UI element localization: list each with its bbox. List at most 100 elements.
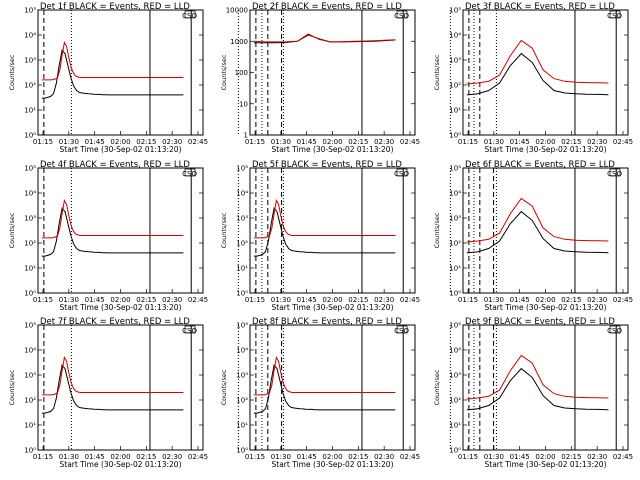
chart-title: Det 5f BLACK = Events, RED = LLD [252,160,402,170]
y-tick-label: 10⁰ [24,290,36,298]
x-tick-label: 02:45 [188,296,208,304]
lld-series-line [253,356,396,396]
x-tick-label: 02:15 [136,138,156,146]
annotation-text: CSO [607,170,622,178]
annotation-box [609,168,621,177]
chart-title: Det 8f BLACK = Events, RED = LLD [252,317,402,327]
y-tick-label: 10⁵ [236,322,248,330]
y-tick-label: 10¹ [24,265,36,273]
annotation-text: CSO [394,327,409,335]
lld-series-line [466,354,609,400]
y-tick-label: 10³ [449,372,461,380]
annotation-box [609,325,621,334]
plot-frame [37,324,204,451]
lld-series-line [41,41,184,81]
chart-title: Det 6f BLACK = Events, RED = LLD [465,160,615,170]
y-tick-label: 10² [24,240,36,248]
y-tick-label: 10² [449,82,461,90]
y-tick-label: 10¹ [24,107,36,115]
x-tick-label: 02:00 [322,453,342,461]
lld-series-line [41,356,184,396]
x-tick-label: 01:45 [297,296,317,304]
y-tick-label: 10¹ [449,422,461,430]
chart-panel-1: Det 1f BLACK = Events, RED = LLD 10⁰ 10¹ 10… [8,2,283,154]
y-tick-label: 10⁵ [449,7,461,15]
y-tick-label: 10³ [449,57,461,65]
y-tick-label: 10² [24,397,36,405]
x-tick-label: 01:30 [484,453,504,461]
lld-series-line [466,197,609,243]
x-tick-label: 01:30 [59,296,79,304]
x-tick-label: 01:30 [484,296,504,304]
chart-title: Det 3f BLACK = Events, RED = LLD [465,2,615,12]
y-axis-label: Counts/sec [220,212,228,248]
y-tick-label: 10⁰ [236,447,248,455]
plot-frame [37,167,204,294]
events-series-line [41,48,184,99]
chart-title: Det 1f BLACK = Events, RED = LLD [40,2,190,12]
x-tick-label: 02:45 [400,296,420,304]
plot-frame [249,324,416,451]
x-tick-label: 02:45 [400,138,420,146]
annotation-box [609,10,621,19]
x-tick-label: 02:00 [322,296,342,304]
y-tick-label: 10³ [24,215,36,223]
x-axis-label: Start Time (30-Sep-02 01:13:20) [60,303,182,312]
y-tick-label: 10¹ [449,265,461,273]
y-tick-label: 10³ [236,372,248,380]
x-tick-label: 01:30 [271,453,291,461]
y-tick-label: 10000 [226,7,248,15]
y-tick-label: 10¹ [24,422,36,430]
x-tick-label: 01:15 [245,296,265,304]
x-axis-label: Start Time (30-Sep-02 01:13:20) [485,460,607,469]
x-axis-label: Start Time (30-Sep-02 01:13:20) [272,145,394,154]
y-tick-label: 10⁴ [449,347,461,355]
y-tick-label: 10³ [24,57,36,65]
chart-title: Det 4f BLACK = Events, RED = LLD [40,160,190,170]
x-tick-label: 01:45 [85,138,105,146]
y-tick-label: 10⁴ [24,32,36,40]
x-tick-label: 02:00 [322,138,342,146]
x-axis-label: Start Time (30-Sep-02 01:13:20) [60,460,182,469]
x-tick-label: 01:15 [245,453,265,461]
annotation-box [184,168,196,177]
chart-panel-9: Det 9f BLACK = Events, RED = LLD 10⁰ 10¹ 10… [433,317,633,469]
y-tick-label: 10⁴ [449,190,461,198]
y-tick-label: 1000 [230,38,248,46]
x-tick-label: 01:45 [510,296,530,304]
y-tick-label: 10² [236,397,248,405]
chart-panel-5: Det 5f BLACK = Events, RED = LLD 10⁰ 10¹ 10… [220,160,495,312]
y-tick-label: 10⁰ [24,132,36,140]
x-tick-label: 01:45 [297,138,317,146]
x-tick-label: 01:30 [59,453,79,461]
annotation-box [396,168,408,177]
y-tick-label: 10 [239,100,248,108]
y-axis-label: Counts/sec [220,54,228,90]
plot-frame [462,9,629,136]
x-tick-label: 02:15 [561,453,581,461]
x-tick-label: 02:30 [587,453,607,461]
lld-series-line [466,39,609,85]
y-tick-label: 10⁰ [449,132,461,140]
annotation-text: CSO [182,170,197,178]
x-tick-label: 01:15 [33,453,53,461]
x-tick-label: 02:00 [110,138,130,146]
x-tick-label: 02:45 [613,138,633,146]
y-axis-label: Counts/sec [8,54,16,90]
x-axis-label: Start Time (30-Sep-02 01:13:20) [485,145,607,154]
x-tick-label: 02:15 [348,138,368,146]
y-tick-label: 10⁰ [449,447,461,455]
x-tick-label: 02:30 [374,296,394,304]
y-tick-label: 10³ [449,215,461,223]
annotation-box [184,10,196,19]
x-tick-label: 02:15 [348,296,368,304]
y-axis-label: Counts/sec [433,212,441,248]
chart-panel-7: Det 7f BLACK = Events, RED = LLD 10⁰ 10¹ 10… [8,317,283,469]
x-tick-label: 01:15 [458,453,478,461]
chart-panel-6: Det 6f BLACK = Events, RED = LLD 10⁰ 10¹ 10… [433,160,633,312]
x-tick-label: 01:45 [85,296,105,304]
y-tick-label: 10⁴ [236,347,248,355]
annotation-box [184,325,196,334]
events-series-line [466,52,609,96]
chart-panel-2: Det 2f BLACK = Events, RED = LLD 1 10 100 10… [220,2,481,154]
